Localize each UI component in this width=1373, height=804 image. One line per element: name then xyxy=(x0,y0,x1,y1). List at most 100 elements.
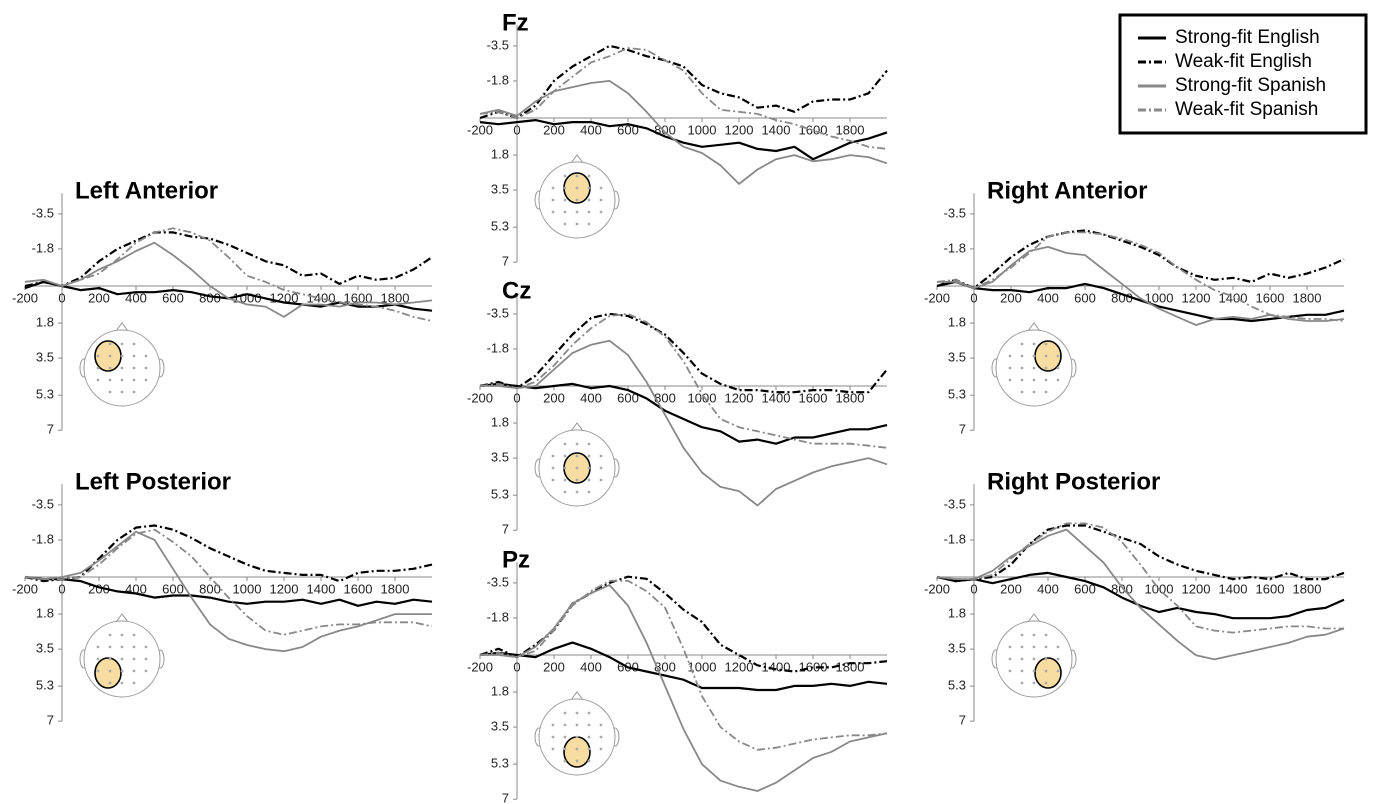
x-tick-label: 200 xyxy=(1000,290,1022,305)
y-tick-label: 7 xyxy=(502,254,509,269)
electrode xyxy=(1008,657,1012,661)
scalp-nose xyxy=(570,422,584,432)
x-tick-label: 400 xyxy=(580,122,602,137)
y-tick-label: -3.5 xyxy=(944,205,966,220)
electrode xyxy=(551,454,555,458)
electrode xyxy=(599,478,603,482)
y-tick-label: -3.5 xyxy=(487,574,509,589)
electrode xyxy=(1044,378,1048,382)
y-tick-label: 1.8 xyxy=(491,415,509,430)
electrode xyxy=(1020,681,1024,685)
electrode xyxy=(575,759,579,763)
x-tick-label: 1600 xyxy=(1256,581,1285,596)
y-tick-label: -1.8 xyxy=(487,609,509,624)
electrode xyxy=(1020,378,1024,382)
series-line xyxy=(936,229,1345,290)
electrode xyxy=(1032,633,1036,637)
scalp-nose xyxy=(570,691,584,701)
electrode xyxy=(108,633,112,637)
electrode xyxy=(575,210,579,214)
electrode xyxy=(144,669,148,673)
x-tick-label: 1600 xyxy=(799,659,828,674)
series-line xyxy=(479,579,888,751)
electrode xyxy=(575,198,579,202)
electrode xyxy=(108,390,112,394)
x-tick-label: -200 xyxy=(924,581,950,596)
x-tick-label: -200 xyxy=(467,122,493,137)
x-tick-label: 1800 xyxy=(381,290,410,305)
electrode xyxy=(1008,378,1012,382)
electrode xyxy=(132,390,136,394)
panel-title: Pz xyxy=(502,546,530,573)
x-tick-label: 200 xyxy=(543,122,565,137)
electrode xyxy=(96,378,100,382)
electrode xyxy=(108,645,112,649)
electrode xyxy=(575,222,579,226)
electrode xyxy=(132,366,136,370)
x-tick-label: 1800 xyxy=(1293,581,1322,596)
x-tick-label: 0 xyxy=(970,290,977,305)
electrode xyxy=(599,466,603,470)
electrode xyxy=(551,466,555,470)
electrode xyxy=(1044,366,1048,370)
y-tick-label: -1.8 xyxy=(487,340,509,355)
electrode xyxy=(1056,366,1060,370)
electrode xyxy=(563,174,567,178)
series-line xyxy=(479,119,888,161)
electrode xyxy=(575,711,579,715)
y-tick-label: 5.3 xyxy=(36,678,54,693)
y-tick-label: 1.8 xyxy=(948,315,966,330)
electrode xyxy=(563,711,567,715)
x-tick-label: 1400 xyxy=(1219,581,1248,596)
series-line xyxy=(24,524,433,583)
x-tick-label: 1000 xyxy=(688,659,717,674)
electrode xyxy=(120,366,124,370)
electrode xyxy=(132,681,136,685)
y-tick-label: 3.5 xyxy=(36,350,54,365)
electrode xyxy=(132,354,136,358)
series-line xyxy=(479,641,888,692)
series-line xyxy=(24,241,433,318)
electrode xyxy=(1032,354,1036,358)
region-highlight xyxy=(563,736,591,768)
electrode xyxy=(120,657,124,661)
y-tick-label: -3.5 xyxy=(487,37,509,52)
y-tick-label: 3.5 xyxy=(491,719,509,734)
x-tick-label: 400 xyxy=(1037,581,1059,596)
x-tick-label: 1400 xyxy=(762,659,791,674)
x-tick-label: 1200 xyxy=(1182,290,1211,305)
x-tick-label: 0 xyxy=(58,290,65,305)
electrode xyxy=(587,174,591,178)
x-tick-label: 1200 xyxy=(270,581,299,596)
x-tick-label: 1000 xyxy=(688,122,717,137)
electrode xyxy=(108,342,112,346)
electrode xyxy=(587,723,591,727)
electrode xyxy=(575,747,579,751)
legend-label: Weak-fit English xyxy=(1175,51,1312,72)
electrode xyxy=(563,723,567,727)
legend-label: Strong-fit English xyxy=(1175,27,1320,48)
electrode xyxy=(551,735,555,739)
electrode xyxy=(551,747,555,751)
y-tick-label: 7 xyxy=(959,713,966,728)
legend: Strong-fit English Weak-fit English Strong… xyxy=(1138,27,1326,120)
electrode xyxy=(1020,669,1024,673)
electrode xyxy=(551,478,555,482)
electrode xyxy=(1020,366,1024,370)
panel-title: Cz xyxy=(502,277,531,304)
electrode xyxy=(587,210,591,214)
panel: -3.5 -1.8 1.8 3.5 5.3 7 -200 0 200 400 600 800 1000 1… xyxy=(467,277,888,537)
y-tick-label: 3.5 xyxy=(948,641,966,656)
x-tick-label: 200 xyxy=(543,659,565,674)
x-tick-label: -200 xyxy=(467,659,493,674)
x-tick-label: 800 xyxy=(654,659,676,674)
series-line xyxy=(479,575,888,673)
electrode xyxy=(96,657,100,661)
y-tick-label: 5.3 xyxy=(948,387,966,402)
electrode xyxy=(1044,681,1048,685)
electrode xyxy=(144,657,148,661)
electrode xyxy=(120,342,124,346)
x-tick-label: 0 xyxy=(513,122,520,137)
electrode xyxy=(563,186,567,190)
